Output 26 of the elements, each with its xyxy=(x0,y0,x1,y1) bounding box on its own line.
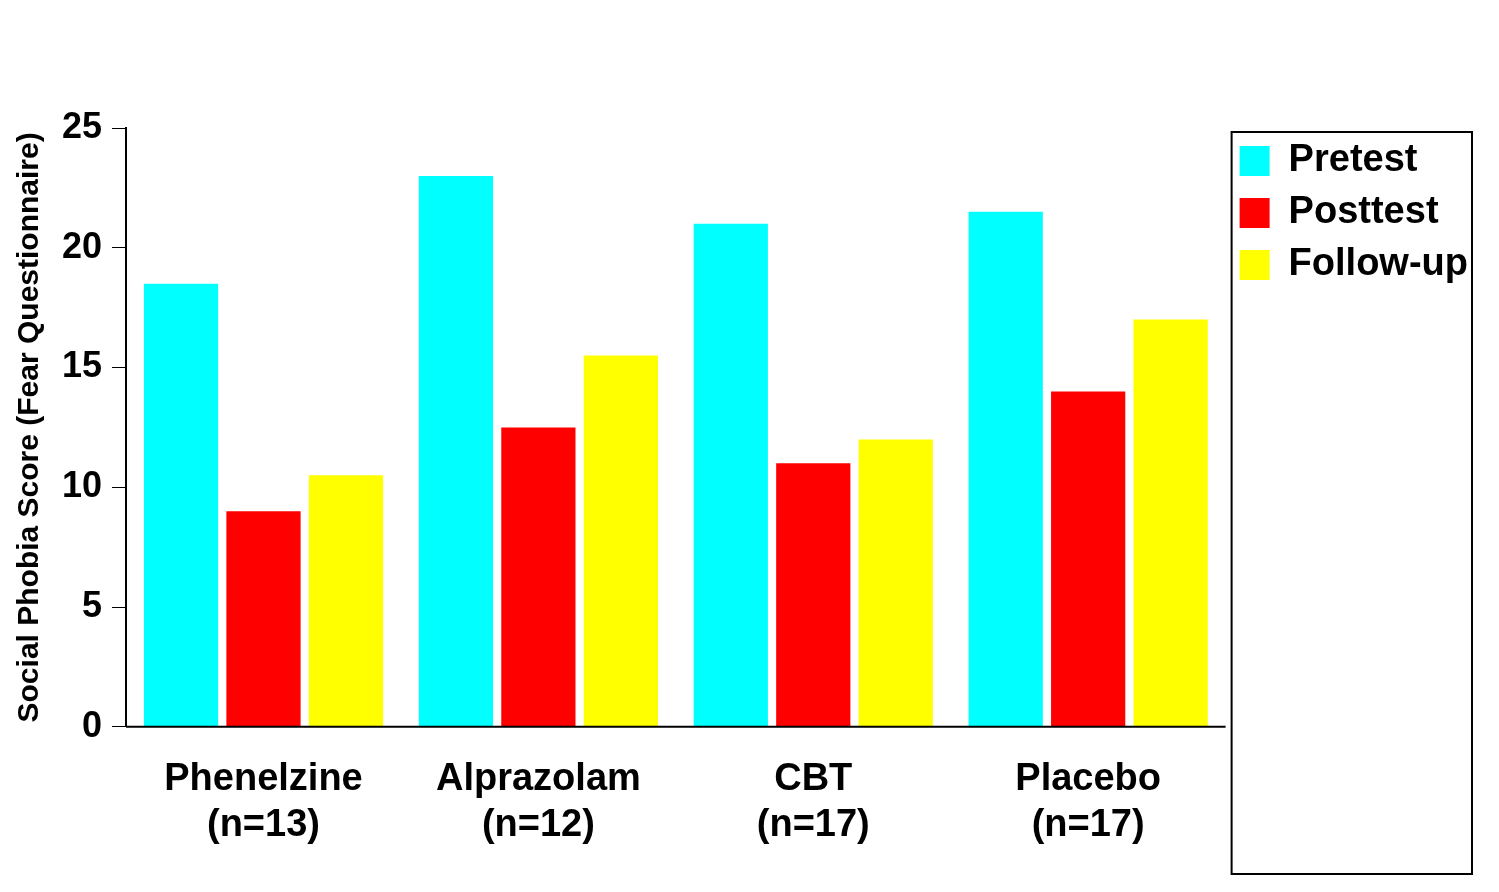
bar xyxy=(693,223,768,727)
legend-label: Pretest xyxy=(1288,137,1418,180)
bar xyxy=(968,211,1043,727)
y-tick-label: 15 xyxy=(62,344,103,386)
x-tick-label: Alprazolam (n=12) xyxy=(435,756,641,844)
y-tick-label: 20 xyxy=(62,224,103,266)
y-tick-label: 5 xyxy=(82,583,103,625)
bar xyxy=(226,511,301,727)
bar xyxy=(143,283,219,727)
y-tick-label: 25 xyxy=(62,104,103,146)
bar xyxy=(583,355,658,727)
x-tick-label: Placebo (n=17) xyxy=(1015,756,1162,844)
y-axis-title: Social Phobia Score (Fear Questionnaire) xyxy=(11,132,45,723)
bar xyxy=(1051,391,1126,727)
bar xyxy=(418,175,494,727)
y-tick-label: 10 xyxy=(62,464,103,506)
legend-label: Posttest xyxy=(1288,189,1439,232)
x-tick-label: Phenelzine (n=13) xyxy=(164,756,363,844)
x-tick-label: CBT (n=17) xyxy=(756,756,870,844)
y-tick-label: 0 xyxy=(82,703,103,745)
bar xyxy=(776,463,851,727)
bar xyxy=(1133,319,1208,727)
bar xyxy=(858,439,933,727)
bar xyxy=(501,427,576,727)
legend-label: Follow-up xyxy=(1288,241,1468,284)
bar xyxy=(308,475,384,727)
